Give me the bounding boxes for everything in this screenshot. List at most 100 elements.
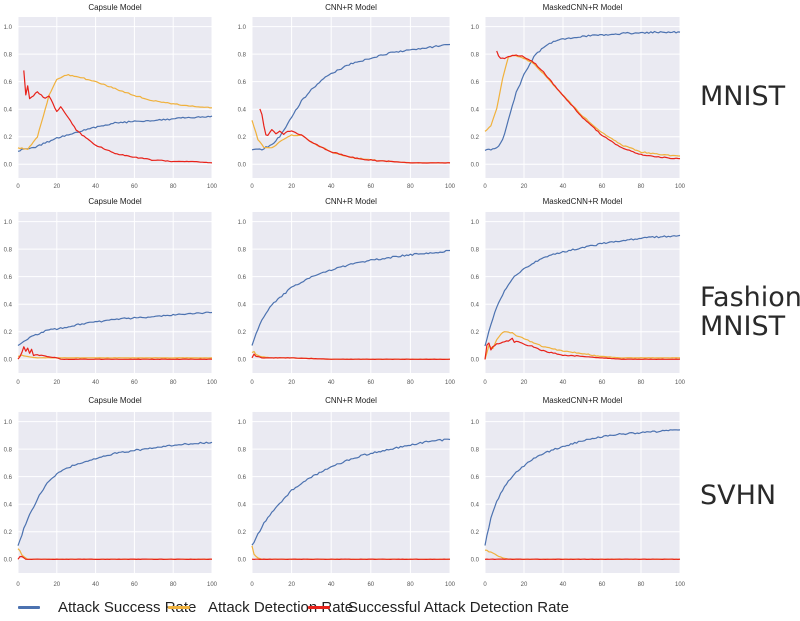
successful-attack-detection-line [17,346,213,360]
y-tick-label: 0.2 [238,330,247,336]
y-tick-label: 0.0 [4,358,13,364]
plot-area [252,17,450,178]
subplot-3: 0.0 0.2 0.4 0.6 0.8 1.0 0 20 40 60 80 100 MaskedCNN+… [471,3,686,190]
x-tick-label: 80 [638,380,645,386]
x-tick-label: 0 [16,184,20,190]
y-tick-label: 0.6 [238,275,247,281]
successful-attack-detection-line [17,555,213,561]
x-tick-label: 20 [288,380,295,386]
x-tick-label: 100 [207,582,218,588]
y-tick-label: 1.0 [4,25,13,31]
x-tick-label: 80 [638,184,645,190]
subplot-2: 0.0 0.2 0.4 0.6 0.8 1.0 0 20 40 60 80 100 CNN+R Mode… [238,3,456,190]
subplot-4: 0.0 0.2 0.4 0.6 0.8 1.0 0 20 40 60 80 100 Capsule Mo… [4,197,218,386]
legend: Attack Success Rate Attack Detection Rat… [0,595,800,619]
legend-item-successful-attack-detection: Successful Attack Detection Rate [308,595,569,619]
y-tick-label: 0.2 [471,330,480,336]
y-tick-label: 0.4 [238,108,247,114]
x-tick-label: 80 [170,380,177,386]
y-tick-label: 0.8 [4,448,13,454]
y-tick-label: 0.4 [238,303,247,309]
successful-attack-detection-line [23,70,213,164]
y-tick-label: 0.0 [4,163,13,169]
y-tick-label: 0.4 [471,503,480,509]
y-tick-label: 0.8 [238,53,247,59]
subplot-title: CNN+R Model [325,396,377,405]
y-tick-label: 0.2 [238,135,247,141]
y-tick-label: 1.0 [238,420,247,426]
y-tick-label: 0.8 [238,248,247,254]
y-tick-label: 0.2 [4,135,13,141]
plot-area [252,412,450,573]
y-tick-label: 0.0 [238,558,247,564]
x-tick-label: 40 [560,582,567,588]
subplot-title: MaskedCNN+R Model [543,3,623,12]
legend-swatch-attack-success [18,605,40,609]
plot-area [485,212,680,373]
x-tick-label: 20 [53,582,60,588]
y-tick-label: 0.0 [471,163,480,169]
x-tick-label: 60 [367,380,374,386]
x-tick-label: 0 [250,380,254,386]
x-tick-label: 100 [207,380,218,386]
subplot-title: Capsule Model [88,396,142,405]
x-tick-label: 0 [483,380,487,386]
x-tick-label: 20 [53,380,60,386]
subplot-title: MaskedCNN+R Model [543,396,623,405]
plot-area [252,212,450,373]
y-tick-label: 1.0 [471,220,480,226]
successful-attack-detection-line [496,50,681,160]
legend-label: Attack Detection Rate [208,598,354,616]
x-tick-label: 0 [483,582,487,588]
y-tick-label: 0.0 [238,358,247,364]
x-tick-label: 100 [675,582,686,588]
x-tick-label: 0 [16,582,20,588]
x-tick-label: 0 [250,184,254,190]
x-tick-label: 40 [328,582,335,588]
legend-item-attack-detection: Attack Detection Rate [168,595,353,619]
subplot-1: 0.0 0.2 0.4 0.6 0.8 1.0 0 20 40 60 80 100 Capsule Mo… [4,3,218,190]
attack-success-line [17,311,213,347]
x-tick-label: 40 [560,184,567,190]
x-tick-label: 60 [131,380,138,386]
y-tick-label: 0.4 [238,503,247,509]
plot-area [18,412,212,573]
x-tick-label: 0 [483,184,487,190]
x-tick-label: 40 [92,380,99,386]
plot-area [485,412,680,573]
y-tick-label: 0.4 [4,108,13,114]
legend-label: Successful Attack Detection Rate [348,598,569,616]
y-tick-label: 1.0 [238,25,247,31]
x-tick-label: 60 [599,380,606,386]
attack-success-line [17,441,213,546]
x-tick-label: 60 [367,184,374,190]
y-tick-label: 0.8 [4,248,13,254]
x-tick-label: 40 [328,184,335,190]
attack-detection-line [484,331,680,360]
y-tick-label: 0.2 [238,530,247,536]
attack-detection-line [17,354,212,359]
x-tick-label: 100 [445,582,456,588]
y-tick-label: 0.6 [471,80,480,86]
y-tick-label: 0.6 [4,475,13,481]
attack-success-line [17,115,213,152]
y-tick-label: 1.0 [238,220,247,226]
plot-area [485,17,680,178]
y-tick-label: 0.4 [471,108,480,114]
y-tick-label: 0.8 [4,53,13,59]
x-tick-label: 60 [131,582,138,588]
y-tick-label: 0.6 [4,80,13,86]
successful-attack-detection-line [484,337,681,360]
successful-attack-detection-line [259,108,451,164]
subplot-8: 0.0 0.2 0.4 0.6 0.8 1.0 0 20 40 60 80 100 CNN+R Mode… [238,396,456,588]
attack-detection-line [17,73,213,150]
row-label-mnist: MNIST [700,81,786,112]
subplot-6: 0.0 0.2 0.4 0.6 0.8 1.0 0 20 40 60 80 100 MaskedCNN+… [471,197,686,386]
y-tick-label: 0.6 [238,475,247,481]
x-tick-label: 80 [170,184,177,190]
x-tick-label: 0 [16,380,20,386]
y-tick-label: 1.0 [4,220,13,226]
y-tick-label: 1.0 [471,420,480,426]
y-tick-label: 0.2 [471,135,480,141]
x-tick-label: 60 [599,582,606,588]
